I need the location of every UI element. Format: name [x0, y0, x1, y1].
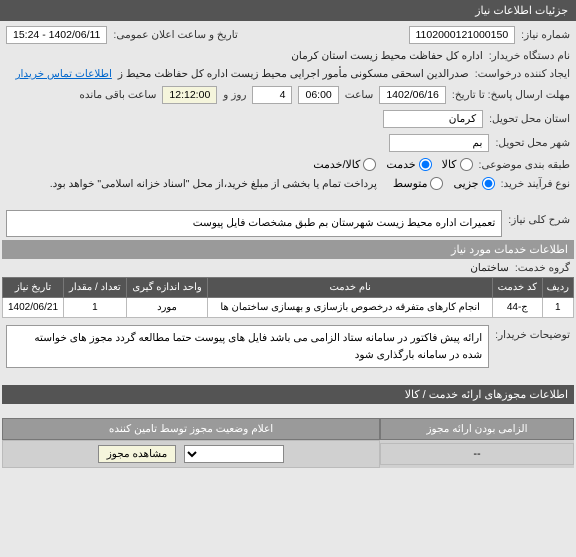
remaining-time: 12:12:00 — [162, 86, 217, 104]
service-group-value: ساختمان — [470, 262, 509, 274]
row-service-group: گروه خدمت: ساختمان — [2, 259, 574, 277]
table-cell: مورد — [126, 297, 208, 317]
table-cell: انجام کارهای متفرقه درخصوص بازسازی و بهس… — [208, 297, 493, 317]
subject-class-label: طبقه بندی موضوعی: — [479, 159, 570, 171]
days-and-label: روز و — [223, 89, 246, 101]
buyer-notes-value: ارائه پیش فاکتور در سامانه ستاد الزامی م… — [6, 325, 489, 369]
row-city: شهر محل تحویل: بم — [2, 131, 574, 155]
row-creator: ایجاد کننده درخواست: صدرالدین اسحقی مسکو… — [2, 65, 574, 83]
general-desc-value: تعمیرات اداره محیط زیست شهرستان بم طبق م… — [6, 210, 502, 237]
time-label-1: ساعت — [345, 89, 374, 101]
city-value: بم — [389, 134, 489, 152]
table-header-cell: کد خدمت — [493, 277, 543, 297]
permit-col-status: اعلام وضعیت مجوز توسط تامین کننده — [2, 418, 380, 440]
days-count: 4 — [252, 86, 292, 104]
row-need-number: شماره نیاز: 1102000121000150 تاریخ و ساع… — [2, 23, 574, 47]
province-label: استان محل تحویل: — [489, 113, 570, 125]
process-type-label: نوع فرآیند خرید: — [501, 178, 570, 190]
city-label: شهر محل تحویل: — [495, 137, 570, 149]
need-number-label: شماره نیاز: — [521, 29, 570, 41]
row-buyer-org: نام دستگاه خریدار: اداره کل حفاظت محیط ز… — [2, 47, 574, 65]
radio-goods-service-label: کالا/خدمت — [313, 158, 360, 171]
page-header: جزئیات اطلاعات نیاز — [0, 0, 576, 21]
row-buyer-notes: توضیحات خریدار: ارائه پیش فاکتور در ساما… — [2, 322, 574, 372]
table-cell: 1402/06/21 — [3, 297, 64, 317]
table-header-cell: واحد اندازه گیری — [126, 277, 208, 297]
permits-title: اطلاعات مجوزهای ارائه خدمت / کالا — [2, 385, 574, 404]
row-province: استان محل تحویل: کرمان — [2, 107, 574, 131]
services-info-title: اطلاعات خدمات مورد نیاز — [2, 240, 574, 259]
radio-goods-service[interactable]: کالا/خدمت — [313, 158, 376, 171]
services-table: ردیفکد خدمتنام خدمتواحد اندازه گیریتعداد… — [2, 277, 574, 318]
need-number-value: 1102000121000150 — [409, 26, 516, 44]
radio-medium[interactable]: متوسط — [393, 177, 444, 190]
radio-partial[interactable]: جزیی — [453, 177, 494, 190]
row-general-desc: شرح کلی نیاز: تعمیرات اداره محیط زیست شه… — [2, 207, 574, 240]
radio-goods-input[interactable] — [460, 158, 473, 171]
buyer-notes-label: توضیحات خریدار: — [495, 325, 570, 341]
creator-label: ایجاد کننده درخواست: — [475, 68, 570, 80]
page-title: جزئیات اطلاعات نیاز — [475, 5, 568, 17]
subject-radio-group: کالا خدمت کالا/خدمت — [313, 158, 472, 171]
buyer-contact-link[interactable]: اطلاعات تماس خریدار — [15, 68, 111, 80]
row-deadline: مهلت ارسال پاسخ: تا تاریخ: 1402/06/16 سا… — [2, 83, 574, 107]
table-header-cell: نام خدمت — [208, 277, 493, 297]
radio-goods-service-input[interactable] — [363, 158, 376, 171]
permit-col-required: الزامی بودن ارائه مجوز — [380, 418, 574, 440]
table-header-cell: ردیف — [542, 277, 573, 297]
table-row: 1ج-44انجام کارهای متفرقه درخصوص بازسازی … — [3, 297, 574, 317]
radio-medium-input[interactable] — [430, 177, 443, 190]
deadline-date: 1402/06/16 — [379, 86, 446, 104]
radio-service-input[interactable] — [419, 158, 432, 171]
deadline-label: مهلت ارسال پاسخ: تا تاریخ: — [452, 89, 570, 101]
radio-service[interactable]: خدمت — [386, 158, 431, 171]
province-value: کرمان — [383, 110, 483, 128]
general-desc-label: شرح کلی نیاز: — [508, 210, 570, 226]
radio-goods[interactable]: کالا — [442, 158, 473, 171]
radio-partial-input[interactable] — [482, 177, 495, 190]
announce-label: تاریخ و ساعت اعلان عمومی: — [113, 29, 237, 41]
radio-goods-label: کالا — [442, 158, 457, 171]
main-form: شماره نیاز: 1102000121000150 تاریخ و ساع… — [0, 21, 576, 470]
radio-service-label: خدمت — [386, 158, 415, 171]
announce-value: 1402/06/11 - 15:24 — [6, 26, 107, 44]
permit-required-value: -- — [380, 443, 574, 465]
table-header-cell: تعداد / مقدار — [64, 277, 127, 297]
buyer-org-value: اداره کل حفاظت محیط زیست استان کرمان — [291, 50, 483, 62]
permit-status-select[interactable] — [184, 445, 284, 463]
remain-label: ساعت باقی مانده — [79, 89, 156, 101]
deadline-time: 06:00 — [298, 86, 338, 104]
row-subject-class: طبقه بندی موضوعی: کالا خدمت کالا/خدمت — [2, 155, 574, 174]
view-permit-button[interactable]: مشاهده مجوز — [98, 445, 177, 463]
creator-value: صدرالدین اسحقی مسکونی مأمور اجرایی محیط … — [118, 68, 469, 80]
payment-note: پرداخت تمام یا بخشی از مبلغ خرید،از محل … — [50, 178, 377, 190]
row-process-type: نوع فرآیند خرید: جزیی متوسط پرداخت تمام … — [2, 174, 574, 193]
table-header-cell: تاریخ نیاز — [3, 277, 64, 297]
radio-partial-label: جزیی — [453, 177, 478, 190]
table-cell: 1 — [64, 297, 127, 317]
buyer-org-label: نام دستگاه خریدار: — [489, 50, 570, 62]
process-radio-group: جزیی متوسط — [393, 177, 495, 190]
table-cell: ج-44 — [493, 297, 543, 317]
permit-table-row: -- مشاهده مجوز — [2, 440, 574, 468]
permit-table-header: الزامی بودن ارائه مجوز اعلام وضعیت مجوز … — [2, 418, 574, 440]
table-cell: 1 — [542, 297, 573, 317]
radio-medium-label: متوسط — [393, 177, 428, 190]
service-group-label: گروه خدمت: — [515, 262, 570, 274]
